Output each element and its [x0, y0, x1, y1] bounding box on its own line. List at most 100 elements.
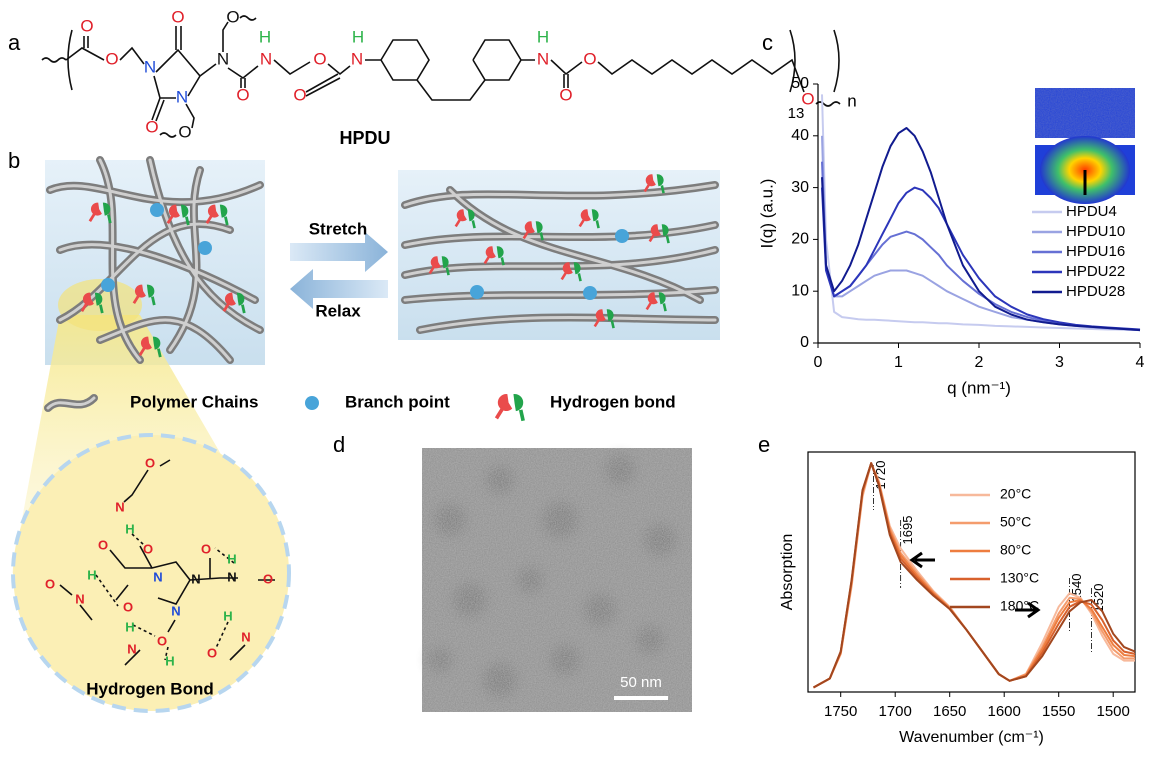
x-tick-label: 2	[975, 354, 984, 371]
shift-arrow	[1015, 601, 1041, 619]
annotation-label: 1520	[1091, 584, 1106, 613]
legend-label: 80°C	[1000, 542, 1031, 558]
atom-label: O	[293, 85, 306, 104]
atom-label: O	[171, 7, 184, 26]
annotation-label: 1695	[900, 516, 915, 545]
zoom-atom-label: N	[241, 629, 250, 644]
series-line	[821, 186, 1141, 331]
atom-label: O	[559, 85, 572, 104]
shape	[151, 26, 217, 129]
shape	[65, 36, 145, 65]
structure	[41, 15, 841, 138]
x-tick-label: 1650	[933, 703, 966, 720]
zoom-atom-label: H	[125, 619, 134, 634]
zoom-atom-label: O	[201, 541, 211, 556]
zoom-atom-label: H	[223, 608, 232, 623]
atom-label: O	[105, 49, 118, 68]
legend-label: Hydrogen bond	[550, 392, 676, 411]
x-tick-label: 1750	[824, 703, 857, 720]
y-tick-label: 50	[791, 75, 809, 92]
zoom-atom-label: N	[191, 571, 200, 586]
circle	[150, 203, 164, 217]
atom-label: N	[260, 49, 272, 68]
shape	[98, 318, 232, 362]
x-tick-label: 1600	[988, 703, 1021, 720]
shape	[48, 183, 262, 204]
x-axis-label: Wavenumber (cm⁻¹)	[899, 729, 1044, 746]
atom-label: N	[351, 49, 363, 68]
atom-label: O	[313, 49, 326, 68]
shape	[403, 248, 717, 277]
atom-label: N	[176, 87, 188, 106]
y-tick-label: 40	[791, 127, 809, 144]
legend-label: 130°C	[1000, 570, 1039, 586]
atom-label: H	[352, 27, 364, 46]
relax-arrow	[290, 269, 388, 309]
x-tick-label: 4	[1136, 354, 1145, 371]
polymer-network	[46, 156, 719, 364]
legend-label: 20°C	[1000, 486, 1031, 502]
x-tick-label: 1700	[879, 703, 912, 720]
repeat-subscript: 13	[788, 105, 805, 122]
zoom-atom-label: O	[123, 599, 133, 614]
shape	[222, 15, 259, 88]
tem-noise	[422, 448, 692, 712]
shape	[403, 223, 717, 247]
series-line	[821, 94, 1141, 332]
panel-label: e	[758, 432, 770, 457]
zoom-atom-label: N	[115, 499, 124, 514]
circle	[470, 285, 484, 299]
shape	[273, 59, 351, 97]
series-line	[813, 462, 1136, 689]
atom-label: N	[144, 57, 156, 76]
zoom-atom-label: N	[127, 641, 136, 656]
y-tick-label: 30	[791, 179, 809, 196]
structure-caption: HPDU	[339, 128, 390, 148]
circle	[615, 229, 629, 243]
x-tick-label: 1500	[1097, 703, 1130, 720]
zoom-atom-label: H	[165, 653, 174, 668]
shape	[403, 288, 717, 302]
inset-noise	[1035, 88, 1135, 138]
y-tick-label: 10	[791, 282, 809, 299]
shape	[365, 39, 535, 101]
shape	[59, 459, 275, 666]
panel-label: b	[8, 148, 20, 173]
panel-label: a	[8, 30, 21, 55]
panel-label: c	[762, 30, 773, 55]
zoom-atom-label: O	[98, 537, 108, 552]
arrow-label: Stretch	[309, 219, 368, 238]
zoom-atom-label: O	[207, 645, 217, 660]
x-tick-label: 0	[814, 354, 823, 371]
shape	[418, 316, 717, 332]
atom-label: O	[178, 122, 191, 141]
zoom-atom-label: N	[75, 591, 84, 606]
arrow-label: Relax	[315, 301, 361, 320]
zoom-atom-label: H	[125, 521, 134, 536]
circle	[198, 241, 212, 255]
zoom-circle	[11, 433, 291, 713]
legend-label: 50°C	[1000, 514, 1031, 530]
atom-label: O	[801, 89, 814, 108]
series-line	[821, 127, 1141, 332]
legend-hbond	[494, 392, 526, 422]
zoom-atom-label: H	[227, 551, 236, 566]
zoom-atom-label: N	[171, 603, 180, 618]
atom-label: N	[537, 49, 549, 68]
plot-frame	[807, 451, 1136, 693]
legend-label: HPDU10	[1066, 223, 1125, 240]
atom-label: H	[537, 27, 549, 46]
panel-label: d	[333, 432, 345, 457]
zoom-atom-label: N	[227, 569, 236, 584]
shape	[67, 29, 73, 91]
legend-chain	[46, 396, 96, 410]
shape	[98, 158, 142, 362]
atom-label: O	[145, 117, 158, 136]
zoom-atom-label: H	[87, 567, 96, 582]
zoom-atom-label: O	[143, 541, 153, 556]
x-axis-label: q (nm⁻¹)	[947, 378, 1011, 397]
atom-label: O	[583, 49, 596, 68]
zoom-atom-label: O	[45, 576, 55, 591]
